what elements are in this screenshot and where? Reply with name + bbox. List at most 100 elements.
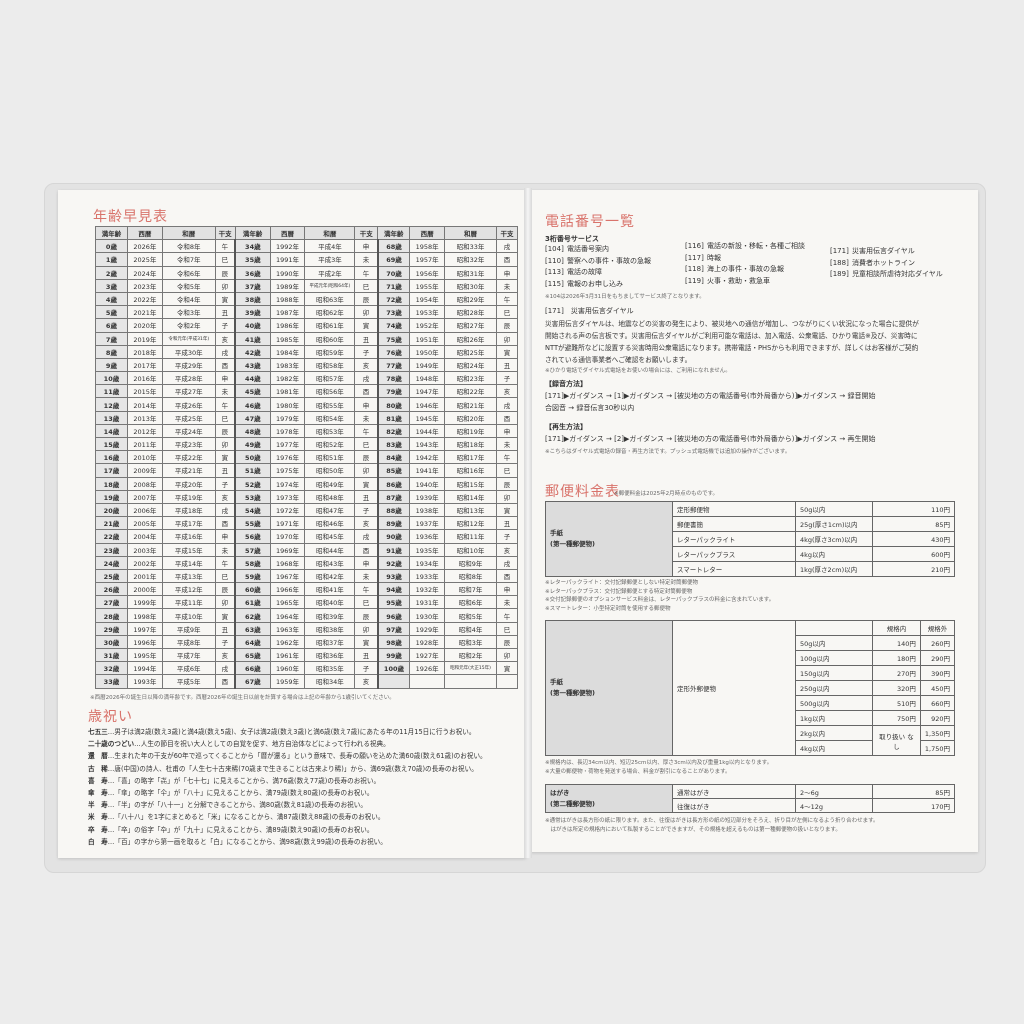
wareki-cell: 令和4年 — [161, 291, 216, 307]
year-cell: 1967年 — [269, 568, 306, 584]
eto-cell: 辰 — [214, 582, 236, 597]
table-row: 50g以内 140円 260円 — [546, 635, 956, 651]
table-row: 13歳 2013年 平成25年巳 47歳 1979年 昭和54年未 81歳 1945年 昭和20… — [95, 410, 519, 425]
age-cell: 30歳 — [95, 634, 128, 650]
year-cell: 1935年 — [409, 542, 446, 557]
wareki-cell: 昭和51年 — [304, 450, 356, 465]
age-cell: 1歳 — [95, 252, 128, 267]
age-cell: 95歳 — [376, 595, 411, 610]
year-cell: 1995年 — [126, 647, 163, 663]
wareki-cell: 平成7年 — [161, 647, 216, 663]
year-cell: 1952年 — [409, 318, 446, 333]
eto-cell: 卯 — [214, 278, 236, 293]
eto-cell: 戌 — [214, 661, 236, 676]
year-cell: 1986年 — [269, 318, 306, 333]
year-cell: 2014年 — [126, 397, 163, 412]
phone-service-label: 海上の事件・事故の急報 — [707, 265, 784, 273]
year-cell: 1999年 — [126, 595, 163, 610]
age-cell: 96歳 — [376, 608, 411, 623]
item-cell: スマートレター — [672, 561, 796, 577]
age-cell: 89歳 — [376, 516, 411, 531]
phone-subtitle: 3桁番号サービス — [545, 235, 599, 243]
age-cell: 88歳 — [376, 502, 411, 518]
wareki-cell: 昭和11年 — [444, 529, 497, 544]
celebration-text: …「傘」の略字「仐」が「八十」に見えることから、満79歳(数え80歳)の長寿のお… — [107, 788, 374, 797]
year-cell: 1970年 — [269, 529, 306, 544]
eto-cell: 午 — [495, 608, 519, 623]
postal-note: ※レターパックライト：交付記録郵便としない特定封筒郵便物 — [545, 580, 699, 586]
age-cell: 65歳 — [234, 647, 271, 663]
age-cell: 74歳 — [376, 318, 411, 333]
age-cell: 45歳 — [234, 384, 271, 399]
phone-service-item: [113] 電話の故障 — [545, 267, 651, 279]
standard-price-cell: 750円 — [872, 710, 921, 726]
phone-number: [119] — [685, 276, 704, 285]
postal-note: ※レターパックプラス：交付記録郵便とする特定封筒郵便物 — [545, 588, 693, 595]
spine — [524, 188, 532, 858]
age-cell: 75歳 — [376, 331, 411, 346]
column-header: 干支 — [354, 225, 379, 241]
nonstandard-price-cell: 260円 — [919, 635, 956, 651]
wareki-cell: 昭和46年 — [304, 516, 356, 531]
age-cell: 93歳 — [376, 568, 411, 584]
wareki-cell: 平成16年 — [161, 529, 216, 544]
year-cell: 2015年 — [126, 384, 163, 399]
age-cell: 59歳 — [234, 568, 271, 584]
table-row: 22歳 2004年 平成16年申 56歳 1970年 昭和45年戌 90歳 1936年 昭和11… — [95, 529, 519, 544]
year-cell: 2000年 — [126, 582, 163, 597]
standard-price-cell: 320円 — [872, 680, 921, 696]
eto-cell: 申 — [214, 529, 236, 544]
nonstandard-price-cell: 450円 — [919, 680, 956, 696]
year-cell: 1938年 — [409, 502, 446, 518]
wareki-cell: 平成22年 — [161, 450, 216, 465]
eto-cell: 酉 — [495, 252, 519, 267]
wareki-cell: 昭和45年 — [304, 529, 356, 544]
column-header: 干支 — [495, 225, 519, 241]
year-cell: 2008年 — [126, 476, 163, 491]
age-cell: 26歳 — [95, 582, 128, 597]
year-cell: 1943年 — [409, 436, 446, 452]
eto-cell: 子 — [495, 371, 519, 386]
standard-price-cell: 180円 — [872, 650, 921, 666]
wareki-cell: 平成18年 — [161, 502, 216, 518]
eto-cell: 寅 — [495, 661, 519, 676]
eto-cell: 亥 — [354, 357, 379, 373]
year-cell: 2009年 — [126, 463, 163, 478]
table-row: 29歳 1997年 平成9年丑 63歳 1963年 昭和38年卯 97歳 1929年 昭和4年巳 — [95, 621, 519, 636]
year-cell: 1982年 — [269, 371, 306, 386]
year-cell: 1933年 — [409, 568, 446, 584]
table-row: 14歳 2012年 平成24年辰 48歳 1978年 昭和53年午 82歳 1944年 昭和19… — [95, 423, 519, 439]
age-cell: 81歳 — [376, 410, 411, 425]
wareki-cell: 昭和48年 — [304, 489, 356, 504]
year-cell: 1950年 — [409, 344, 446, 359]
age-cell: 52歳 — [234, 476, 271, 491]
wareki-cell: 昭和36年 — [304, 647, 356, 663]
age-table: 満年齢 西暦 和暦 干支 満年齢 西暦 和暦 干支 満年齢 西暦 和暦 干支 0歳 2026年 令和8年午 3… — [95, 225, 519, 689]
year-cell: 1963年 — [269, 621, 306, 636]
eto-cell: 酉 — [214, 357, 236, 373]
table-row: はがき (第二種郵便物) 通常はがき 2〜6g 85円 — [545, 784, 955, 813]
year-cell: 1953年 — [409, 305, 446, 320]
age-cell: 0歳 — [95, 239, 128, 254]
price-cell: 170円 — [872, 798, 955, 813]
age-cell: 32歳 — [95, 661, 128, 676]
celebration-name: 傘 寿 — [88, 788, 108, 797]
table-row: 33歳 1993年 平成5年酉 67歳 1959年 昭和34年亥 — [95, 674, 519, 689]
phone-number: [188] — [830, 258, 849, 267]
wareki-cell: 昭和21年 — [444, 397, 497, 412]
age-cell: 47歳 — [234, 410, 271, 425]
year-cell: 1936年 — [409, 529, 446, 544]
weight-cell: 500g以内 — [795, 695, 873, 711]
table-row: 5歳 2021年 令和3年丑 39歳 1987年 昭和62年卯 73歳 1953年 昭和28年巳 — [95, 305, 519, 320]
wareki-cell: 平成19年 — [161, 489, 216, 504]
eto-cell: 子 — [354, 344, 379, 359]
age-cell: 79歳 — [376, 384, 411, 399]
year-cell: 1998年 — [126, 608, 163, 623]
year-cell: 2024年 — [126, 265, 163, 280]
wareki-cell: 令和3年 — [161, 305, 216, 320]
wareki-cell: 令和元年(平成31年) — [161, 331, 216, 346]
eto-cell: 辰 — [495, 476, 519, 491]
wareki-cell: 昭和43年 — [304, 555, 356, 570]
year-cell: 2022年 — [126, 291, 163, 307]
eto-cell: 子 — [495, 529, 519, 544]
